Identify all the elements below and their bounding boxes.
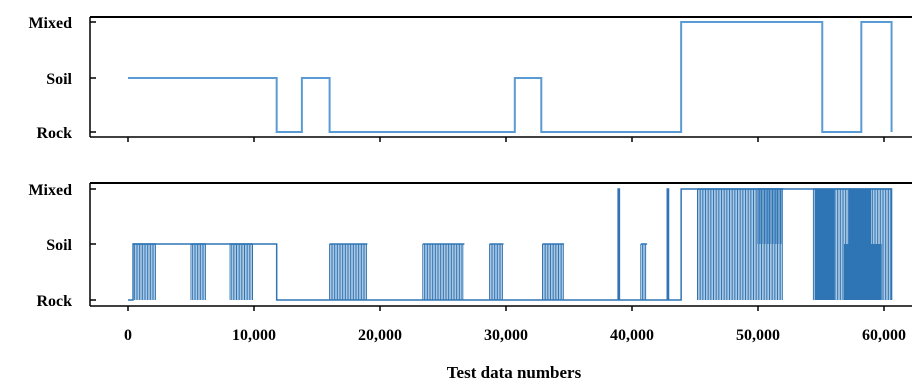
x-tick-label: 30,000: [484, 327, 528, 344]
top-panel: Rock Soil Mixed: [28, 15, 912, 142]
y-tick-label-mixed: Mixed: [28, 182, 72, 199]
top-panel-x-ticks: [127, 137, 885, 142]
top-panel-series: [128, 21, 893, 133]
dense-oscillation-band: [229, 244, 253, 300]
dense-oscillation-band: [329, 244, 367, 300]
dense-oscillation-band: [542, 244, 564, 300]
top-series-line: [128, 21, 893, 133]
bottom-series-line: [128, 188, 893, 301]
x-axis-title: Test data numbers: [447, 363, 582, 382]
x-tick-label: 20,000: [358, 327, 402, 344]
bottom-panel-series: [128, 188, 893, 301]
y-tick-label-soil: Soil: [46, 71, 72, 88]
x-tick-label: 0: [124, 327, 132, 344]
bottom-panel-x-ticks: 0 10,000 20,000 30,000 40,000 50,000 60,000: [124, 306, 906, 344]
dense-oscillation-band: [422, 244, 464, 300]
dense-oscillation-band: [489, 244, 503, 300]
dense-oscillation-band: [190, 244, 206, 300]
dense-oscillation-band: [757, 189, 783, 244]
dense-oscillation-band: [640, 244, 647, 300]
x-tick-label: 60,000: [862, 327, 906, 344]
top-panel-y-ticks: Rock Soil Mixed: [28, 15, 96, 142]
dense-oscillation-band: [697, 189, 783, 300]
x-tick-label: 10,000: [232, 327, 276, 344]
bottom-panel: Rock Soil Mixed 0 10,000 20,000 30,000 40,000 5…: [28, 182, 912, 344]
bottom-panel-y-ticks: Rock Soil Mixed: [28, 182, 96, 310]
x-tick-label: 50,000: [736, 327, 780, 344]
y-tick-label-rock: Rock: [36, 125, 72, 142]
y-tick-label-soil: Soil: [46, 237, 72, 254]
x-tick-label: 40,000: [610, 327, 654, 344]
dense-oscillation-band: [132, 244, 156, 300]
dense-oscillation-band: [812, 189, 891, 300]
y-tick-label-mixed: Mixed: [28, 15, 72, 32]
y-tick-label-rock: Rock: [36, 293, 72, 310]
